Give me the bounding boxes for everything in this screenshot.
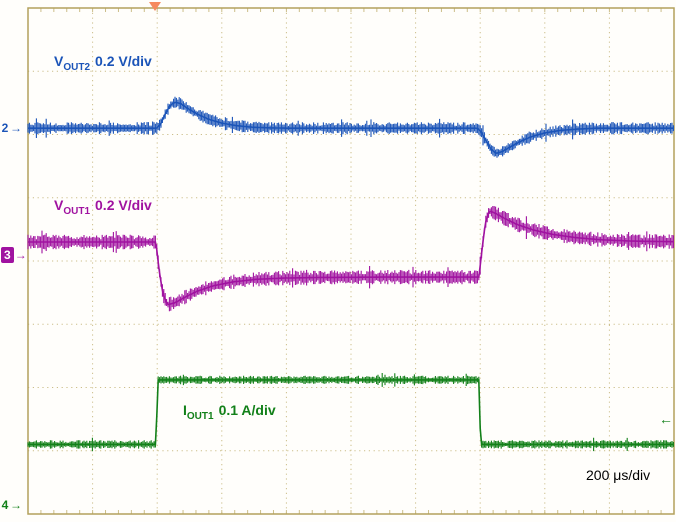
timebase-label: 200 μs/div	[586, 467, 651, 483]
iout1-symbol: I	[183, 402, 187, 418]
vout2-subscript: OUT2	[63, 61, 91, 73]
graticule-border	[27, 7, 675, 515]
iout1-scale: 0.1 A/div	[218, 402, 276, 418]
channel-2-arrow-icon: →	[10, 121, 22, 136]
trigger-level-arrow-icon: ←	[659, 411, 673, 428]
iout1-subscript: OUT1	[186, 410, 214, 422]
graticule-minor-ticks	[40, 8, 662, 514]
vout1-symbol: V	[54, 197, 64, 213]
iout1-trace-noise-band	[27, 373, 674, 452]
vout1-trace-noise-band	[27, 206, 674, 312]
channel-4-marker: 4 →	[1, 497, 22, 513]
channel-4-number: 4	[1, 497, 9, 512]
vout2-trace-label: VOUT2 0.2 V/div	[54, 53, 152, 73]
vout2-scale: 0.2 V/div	[95, 53, 152, 69]
vout1-subscript: OUT1	[63, 205, 91, 217]
graticule-grid	[28, 8, 674, 514]
channel-2-marker: 2 →	[1, 120, 22, 136]
channel-4-arrow-icon: →	[10, 497, 22, 512]
vout2-trace-noise-band	[27, 96, 674, 158]
iout1-trace-label: IOUT1 0.1 A/div	[183, 402, 276, 422]
trigger-position-marker-icon	[149, 2, 162, 11]
channel-3-arrow-icon: →	[14, 247, 27, 262]
channel-3-marker: 3 →	[1, 246, 27, 263]
vout2-symbol: V	[54, 53, 64, 69]
vout1-scale: 0.2 V/div	[95, 197, 152, 213]
vout1-trace-label: VOUT1 0.2 V/div	[54, 197, 152, 217]
channel-3-number: 3	[1, 246, 14, 263]
channel-2-number: 2	[1, 121, 9, 136]
